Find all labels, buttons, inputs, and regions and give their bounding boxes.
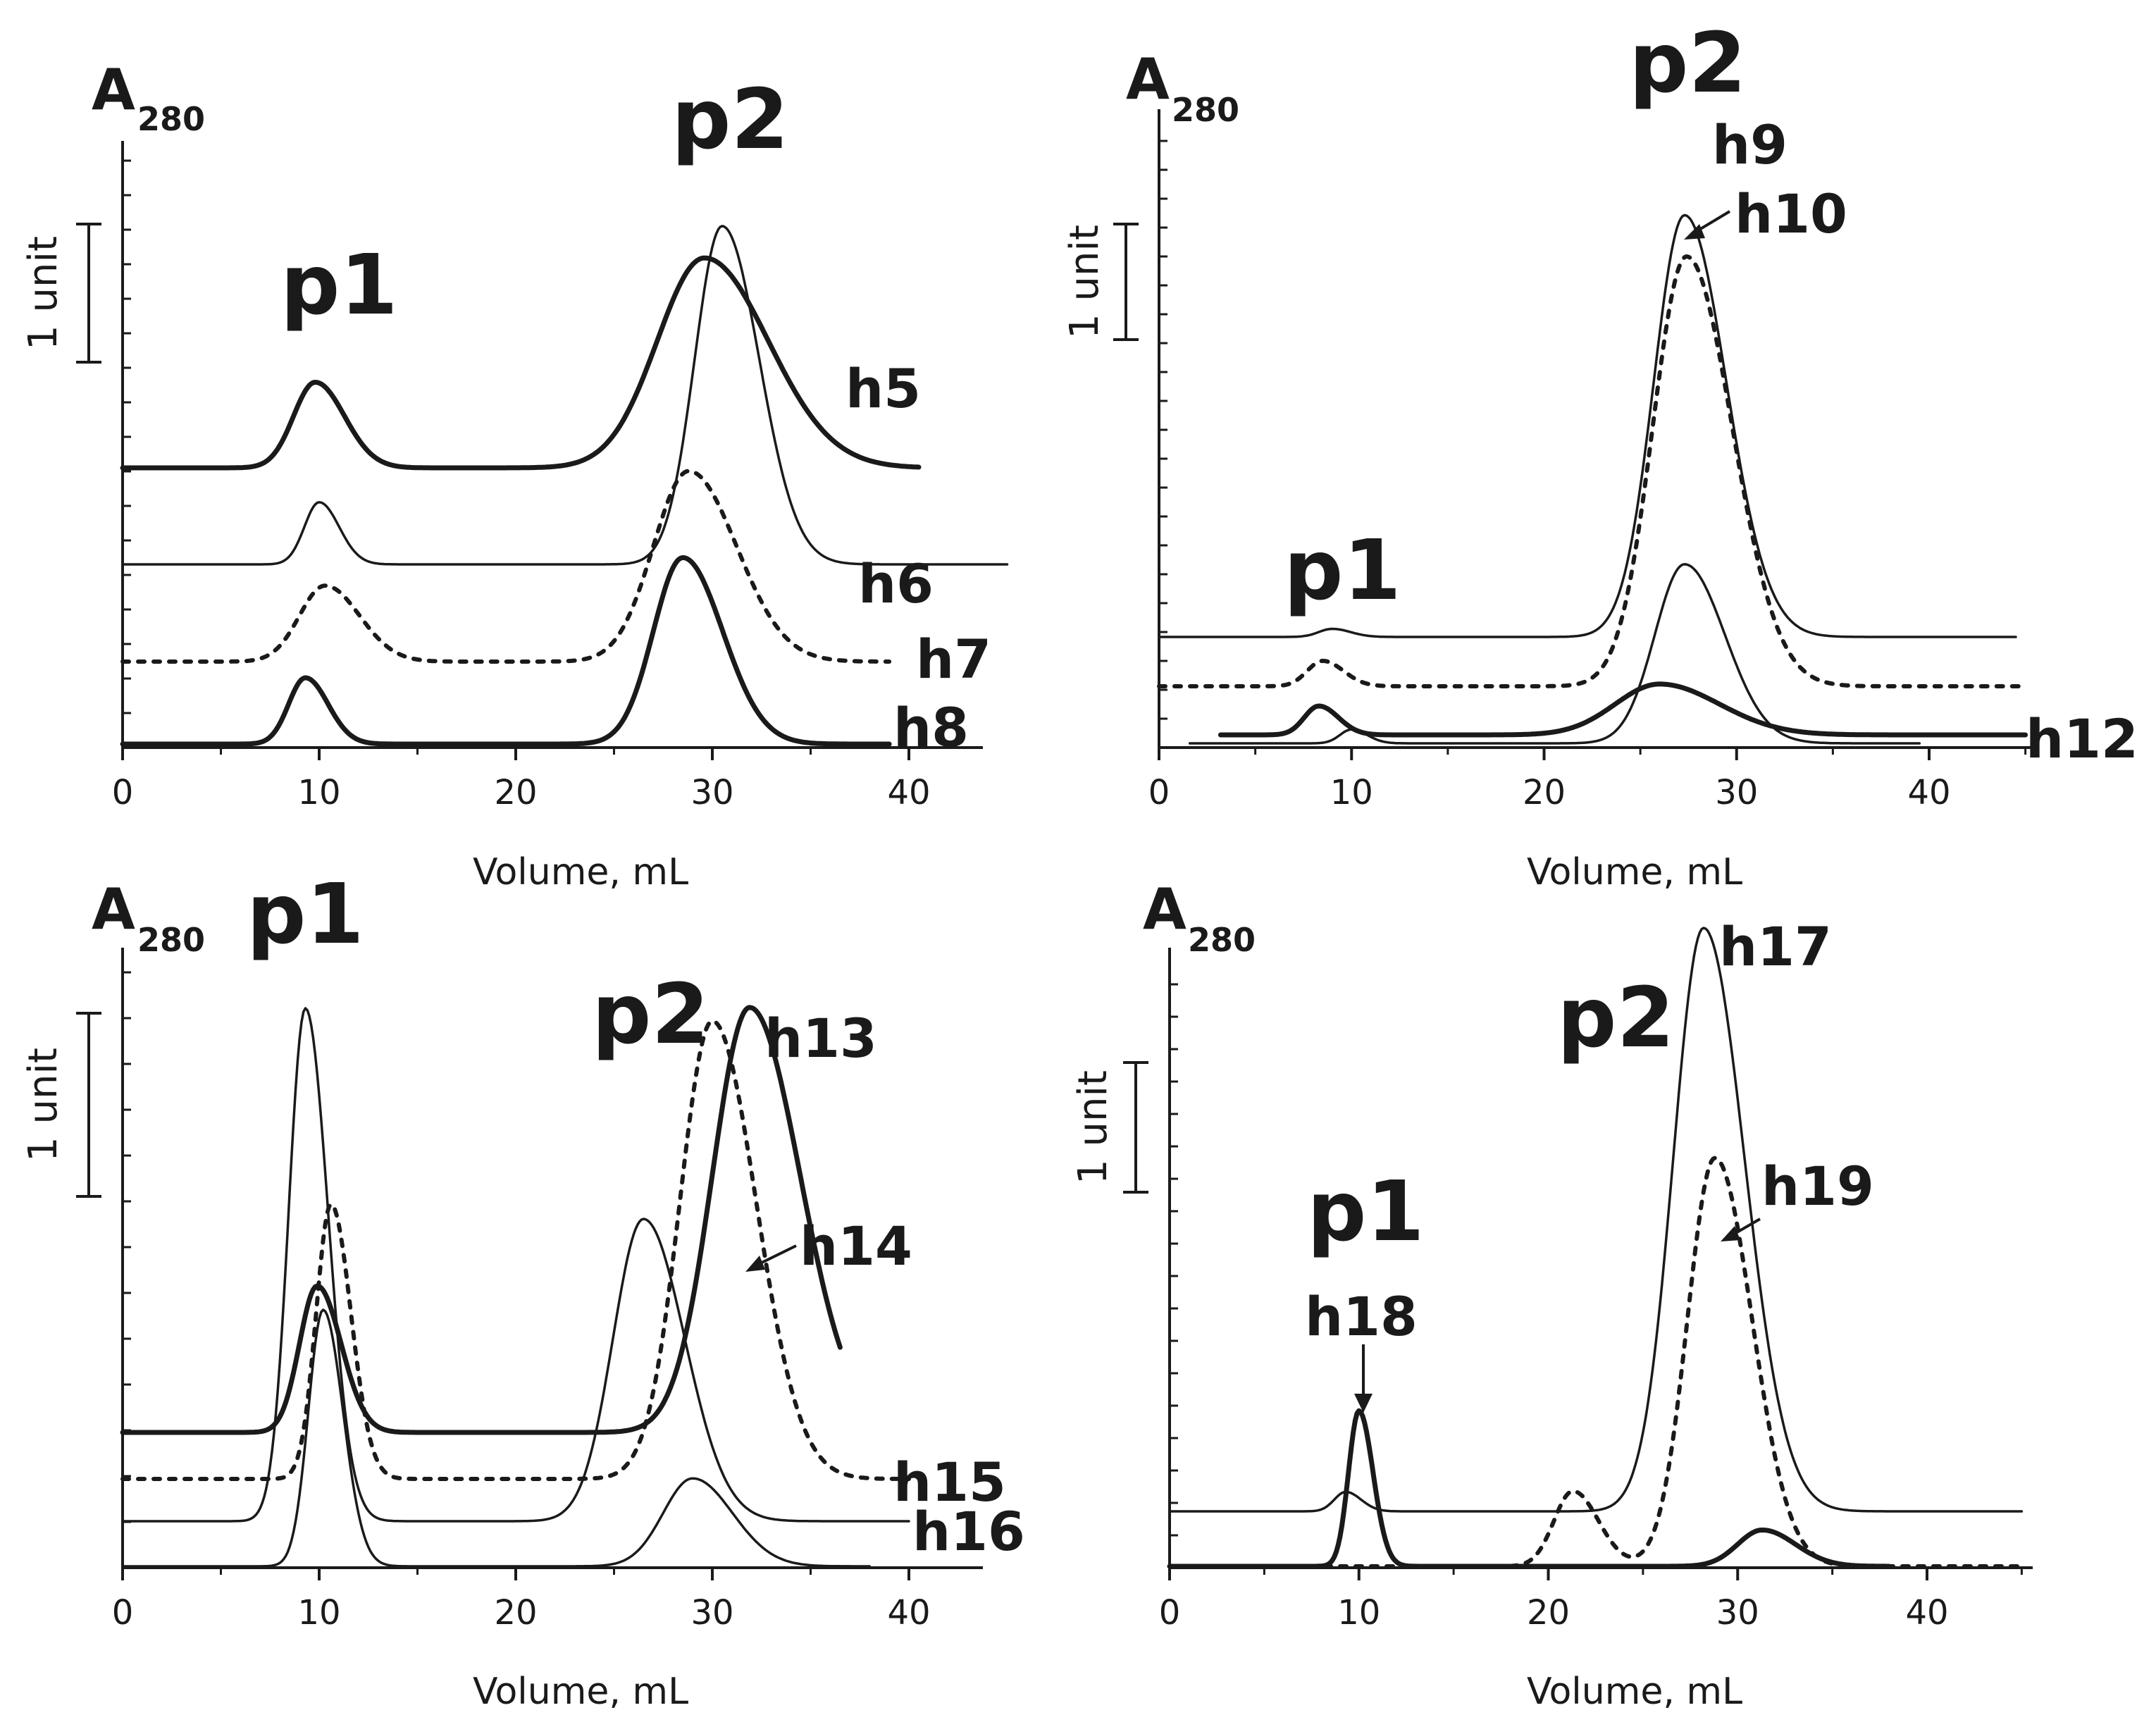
panel-bottom-right: A 280 0 10 20 30 40 1 unit Volume, mL p1 p2 … — [1070, 877, 2033, 1713]
x-tick-label: 30 — [1715, 773, 1758, 812]
arrowhead-h19 — [1721, 1226, 1740, 1241]
y-axis-label: A — [1126, 47, 1170, 112]
series-line-h18 — [1167, 1408, 1892, 1569]
peak-label-p1: p1 — [1307, 1163, 1425, 1260]
x-ticks: 0 10 20 30 40 — [1148, 748, 2027, 812]
series-line-h10 — [1157, 254, 2028, 688]
series-line-h12 — [1218, 681, 2028, 738]
peak-label-p1: p1 — [1284, 521, 1401, 619]
series-line-h16 — [121, 1308, 871, 1568]
x-tick-label: 20 — [494, 773, 537, 812]
x-ticks: 0 10 20 30 40 — [1159, 1568, 2023, 1633]
series-label-h17: h17 — [1719, 915, 1832, 978]
series-line-h8 — [120, 555, 892, 747]
curves — [1167, 927, 2024, 1569]
x-tick-label: 0 — [112, 1593, 134, 1633]
x-tick-label: 30 — [690, 773, 733, 812]
x-tick-label: 30 — [1716, 1593, 1759, 1633]
arrow-h19 — [1732, 1218, 1761, 1236]
y-axis-label: A — [1143, 877, 1187, 942]
series-label-h6: h6 — [858, 552, 934, 615]
series-line-h14 — [120, 1019, 911, 1481]
y-minor-ticks — [1170, 983, 1178, 1537]
y-axis-label-subscript: 280 — [1172, 91, 1239, 129]
peak-label-p2: p2 — [592, 965, 710, 1063]
x-tick-label: 40 — [1907, 773, 1950, 812]
panel-top-left: A 280 0 10 20 30 40 1 unit Volume, mL p1 p2 … — [20, 57, 1009, 893]
peak-label-p2: p2 — [1557, 969, 1675, 1066]
peak-label-p1: p1 — [247, 865, 364, 962]
y-minor-ticks — [1159, 140, 1167, 720]
series-line-unlabeled — [1188, 563, 1921, 745]
x-tick-label: 10 — [1337, 1593, 1380, 1633]
series-label-h16: h16 — [912, 1500, 1025, 1563]
scale-bar-label: 1 unit — [20, 1048, 66, 1162]
x-axis-label: Volume, mL — [473, 1671, 688, 1713]
y-axis-label-subscript: 280 — [1188, 921, 1256, 959]
x-tick-label: 0 — [1148, 773, 1170, 812]
x-tick-label: 20 — [1523, 773, 1566, 812]
x-axis-label: Volume, mL — [473, 851, 688, 893]
scale-bar-label: 1 unit — [20, 236, 66, 350]
x-ticks: 0 10 20 30 40 — [112, 1568, 931, 1633]
scale-bar — [76, 1012, 101, 1198]
series-label-h12: h12 — [2026, 707, 2138, 770]
series-label-h19: h19 — [1761, 1155, 1874, 1218]
series-label-h15: h15 — [893, 1451, 1006, 1513]
series-line-h15 — [121, 1007, 910, 1523]
x-axis-label: Volume, mL — [1527, 851, 1742, 893]
curves — [120, 225, 1009, 747]
x-tick-label: 30 — [690, 1593, 733, 1633]
scale-bar-label: 1 unit — [1070, 1070, 1116, 1184]
series-line-h17 — [1168, 927, 2024, 1513]
panel-top-right: A 280 0 10 20 30 40 1 unit Volume, mL p1 p2 … — [1062, 14, 2138, 893]
arrowhead-h10 — [1684, 224, 1705, 240]
x-axis-label: Volume, mL — [1527, 1671, 1742, 1713]
scale-bar — [76, 223, 101, 364]
series-label-h9: h9 — [1712, 113, 1788, 176]
y-axis-label: A — [92, 57, 135, 123]
series-line-h5 — [120, 255, 922, 471]
peak-label-p2: p2 — [1629, 14, 1747, 111]
y-axis-label: A — [92, 877, 135, 942]
x-tick-label: 10 — [297, 1593, 340, 1633]
series-label-h18: h18 — [1305, 1285, 1418, 1348]
x-tick-label: 20 — [1527, 1593, 1570, 1633]
curves — [120, 1005, 911, 1568]
series-label-h13: h13 — [764, 1007, 877, 1070]
arrow-h14 — [757, 1244, 797, 1266]
series-label-h8: h8 — [893, 696, 969, 759]
x-tick-label: 10 — [1330, 773, 1373, 812]
x-tick-label: 0 — [112, 773, 134, 812]
series-line-h7 — [120, 469, 892, 664]
x-ticks: 0 10 20 30 40 — [112, 748, 931, 812]
series-label-h14: h14 — [800, 1215, 912, 1277]
peak-label-p2: p2 — [671, 70, 789, 168]
x-tick-label: 40 — [887, 773, 930, 812]
x-tick-label: 10 — [297, 773, 340, 812]
y-axis-label-subscript: 280 — [137, 100, 205, 138]
panel-bottom-left: A 280 0 10 20 30 40 1 unit Volume, mL p1 p2 … — [20, 865, 1025, 1713]
arrowhead-h14 — [745, 1256, 765, 1272]
scale-bar — [1113, 223, 1139, 341]
scale-bar — [1123, 1061, 1148, 1194]
y-minor-ticks — [123, 159, 131, 714]
arrowhead-h18 — [1354, 1394, 1373, 1413]
peak-label-p1: p1 — [280, 236, 398, 333]
x-tick-label: 20 — [494, 1593, 537, 1633]
series-line-h9 — [1158, 213, 2017, 638]
x-tick-label: 0 — [1159, 1593, 1181, 1633]
scale-bar-label: 1 unit — [1062, 225, 1108, 339]
x-tick-label: 40 — [1905, 1593, 1948, 1633]
series-line-h19 — [1167, 1156, 2024, 1568]
series-label-h5: h5 — [845, 357, 921, 420]
curves — [1157, 213, 2028, 745]
series-line-h6 — [121, 225, 1009, 566]
series-label-h10: h10 — [1735, 182, 1847, 245]
series-line-h13 — [120, 1005, 843, 1435]
series-label-h7: h7 — [916, 628, 991, 690]
y-axis-label-subscript: 280 — [137, 921, 205, 959]
x-tick-label: 40 — [887, 1593, 930, 1633]
